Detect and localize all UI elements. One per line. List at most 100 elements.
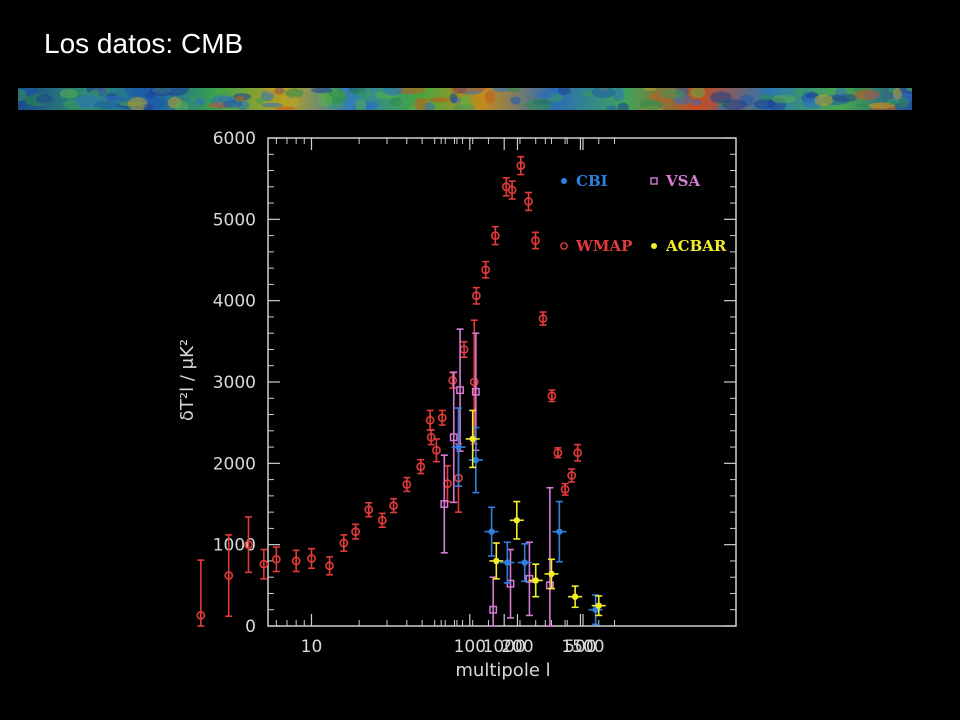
x-tick-label: 1000 [483,637,526,657]
data-point-wmap [416,458,426,475]
point-marker [506,579,515,588]
data-point-wmap [244,516,253,574]
point-marker [425,415,435,425]
cmb-strip-spot [428,97,451,103]
data-point-wmap [364,501,374,518]
cmb-strip-spot [835,88,847,97]
cmb-strip-spot [98,95,122,101]
data-point-acbar [489,542,504,580]
point-marker [351,527,361,537]
point-marker [469,377,479,387]
data-point-acbar [465,409,480,469]
point-marker [573,448,583,458]
data-point-vsa [440,454,449,554]
point-marker [426,432,436,442]
series-acbar [465,409,606,617]
cmb-strip-spot [506,88,521,93]
cmb-strip-spot [382,88,403,96]
cmb-strip-spot [722,99,747,110]
cmb-strip-spot [143,103,153,110]
data-point-wmap [437,409,447,426]
x-tick-label: 200 [501,637,533,657]
point-marker [488,528,495,535]
data-point-wmap [425,409,435,431]
data-point-wmap [507,180,517,200]
point-marker [259,559,269,569]
y-tick-label: 6000 [213,129,256,149]
cmb-strip-spot [591,88,616,98]
data-point-wmap [426,429,436,446]
data-point-wmap [547,389,557,403]
data-point-wmap [471,286,481,305]
point-marker [553,448,563,458]
data-point-vsa [489,576,498,627]
cmb-strip-spot [643,88,657,91]
data-point-acbar [591,595,606,617]
legend-label: WMAP [575,237,632,255]
point-marker [504,559,511,566]
cmb-strip-spot [235,96,245,102]
data-point-cbi [500,541,515,584]
point-marker [595,602,602,609]
point-marker [525,574,534,583]
cmb-strip-spot [318,94,333,108]
cmb-strip-spot [256,97,265,105]
legend-label: VSA [665,172,700,190]
point-marker [339,538,349,548]
cmb-strip-spot [125,88,151,97]
series-vsa [440,328,554,627]
point-marker [469,435,476,443]
data-point-wmap [325,556,334,576]
data-point-wmap [538,311,548,326]
point-marker [521,559,528,566]
cmb-strip-spot [691,99,702,106]
data-point-vsa [449,371,458,504]
cmb-strip-spot [290,96,300,107]
data-point-cbi [588,594,603,626]
data-point-vsa [525,541,534,617]
cmb-map-strip [18,88,912,110]
x-tick-label: 500 [564,637,596,657]
cmb-strip-spot [127,97,148,110]
point-marker [456,386,465,395]
point-marker [472,456,480,464]
data-point-wmap [448,371,458,389]
cmb-strip-spot [855,103,872,109]
series-wmap [196,155,583,627]
data-point-wmap [560,482,570,496]
cmb-strip-spot [355,99,367,110]
cmb-strip-spot [174,101,189,110]
data-point-wmap [481,260,491,279]
data-point-wmap [271,546,281,573]
point-marker [325,561,334,571]
data-point-vsa [506,548,515,619]
cmb-strip-spot [273,88,285,95]
data-point-wmap [516,155,526,176]
cmb-strip-spot [658,88,686,100]
cmb-strip-spot [606,105,617,110]
point-marker [516,161,526,171]
legend-marker [560,242,568,250]
point-marker [455,443,462,451]
data-point-wmap [224,534,234,618]
point-marker [416,462,426,471]
cmb-strip-spot [886,98,900,105]
point-marker [307,554,316,563]
y-tick-label: 1000 [213,536,256,556]
y-tick-label: 3000 [213,373,256,393]
point-marker [513,517,521,524]
data-point-wmap [469,319,479,445]
cmb-strip-spot [424,102,435,110]
point-marker [547,391,557,401]
legend-item-wmap: WMAP [560,237,632,255]
point-marker [538,314,548,323]
data-point-vsa [545,486,554,627]
cmb-strip-spot [795,88,804,98]
cmb-strip-spot [709,91,732,104]
cmb-strip-spot [613,88,625,102]
cmb-strip-spot [492,88,510,92]
point-marker [437,413,447,423]
point-marker [471,291,481,301]
y-tick-label: 4000 [213,292,256,312]
